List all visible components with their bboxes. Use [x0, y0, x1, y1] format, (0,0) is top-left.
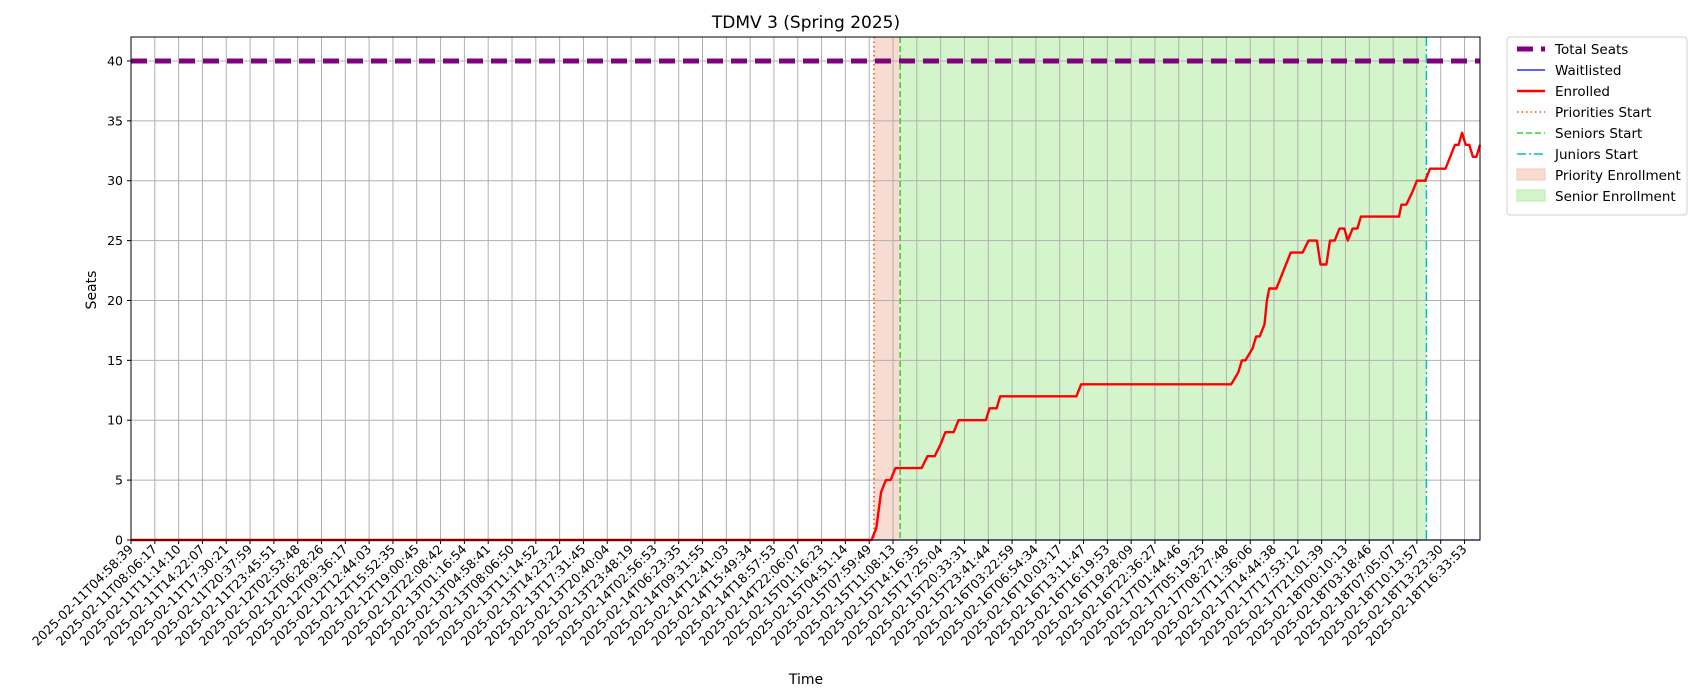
enrollment-spans [873, 37, 1427, 540]
y-axis-ticks: 0 5 10 15 20 25 30 35 40 [107, 53, 131, 548]
x-axis-title: Time [788, 672, 823, 688]
priority-enrollment-span [873, 37, 901, 540]
senior-enrollment-span [900, 37, 1427, 540]
y-tick-label: 15 [107, 353, 123, 368]
phase-markers [873, 37, 1428, 540]
y-tick-label: 40 [107, 53, 123, 68]
y-tick-label: 35 [107, 113, 123, 128]
legend-label: Priority Enrollment [1555, 168, 1681, 184]
legend-label: Juniors Start [1554, 147, 1638, 163]
enrolled-series-line [131, 131, 1482, 542]
legend-swatch [1516, 189, 1546, 202]
legend-item-juniors-start: Juniors Start [1517, 147, 1638, 163]
legend-item-enrolled: Enrolled [1517, 84, 1610, 100]
legend-label: Total Seats [1554, 42, 1628, 58]
legend-swatch [1516, 168, 1546, 181]
legend-item-priority-enrollment: Priority Enrollment [1516, 168, 1681, 184]
y-axis-title: Seats [84, 271, 100, 310]
legend-item-total-seats: Total Seats [1517, 42, 1628, 58]
legend-label: Senior Enrollment [1555, 189, 1676, 205]
y-tick-label: 0 [115, 533, 123, 548]
legend-item-waitlisted: Waitlisted [1517, 63, 1622, 79]
legend-box [1506, 36, 1688, 216]
legend: Total Seats Waitlisted Enrolled Priorities … [1506, 36, 1688, 216]
y-tick-label: 30 [107, 173, 123, 188]
plot-frame [130, 36, 1481, 541]
y-tick-label: 25 [107, 233, 123, 248]
y-tick-label: 20 [107, 293, 123, 308]
plot-border [130, 36, 1481, 541]
legend-item-seniors-start: Seniors Start [1517, 126, 1642, 142]
legend-label: Priorities Start [1555, 105, 1651, 121]
legend-label: Waitlisted [1555, 63, 1622, 79]
legend-item-priorities-start: Priorities Start [1517, 105, 1651, 121]
chart-title: TDMV 3 (Spring 2025) [711, 13, 900, 33]
y-tick-label: 5 [115, 473, 123, 488]
x-axis-ticks: 2025-02-11T04:58:392025-02-11T08:06:1720… [29, 540, 1470, 649]
legend-label: Seniors Start [1555, 126, 1642, 142]
legend-label: Enrolled [1555, 84, 1610, 100]
legend-item-senior-enrollment: Senior Enrollment [1516, 189, 1676, 205]
y-tick-label: 10 [107, 413, 123, 428]
